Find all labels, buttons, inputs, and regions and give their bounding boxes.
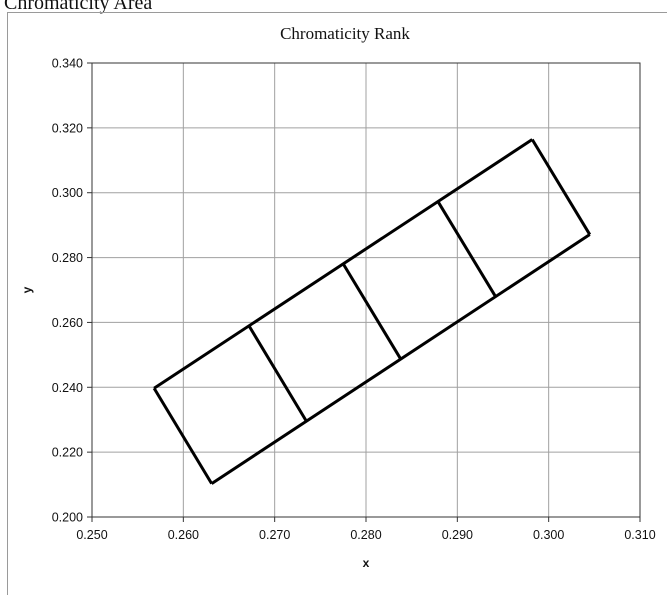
page-heading: Chromaticity Area — [4, 0, 153, 14]
chart-frame — [7, 12, 667, 595]
x-axis-label: x — [363, 556, 370, 570]
x-tick-label: 0.290 — [442, 528, 473, 542]
x-tick-label: 0.250 — [76, 528, 107, 542]
y-tick-label: 0.340 — [52, 57, 83, 71]
rank-segment-2 — [210, 233, 591, 485]
y-axis-label: y — [20, 286, 34, 293]
rank-segment-5 — [247, 325, 308, 423]
y-tick-label: 0.280 — [52, 251, 83, 265]
x-tick-label: 0.270 — [259, 528, 290, 542]
x-tick-label: 0.280 — [350, 528, 381, 542]
grid — [91, 62, 641, 518]
y-tick-label: 0.300 — [52, 186, 83, 200]
rank-lines — [152, 138, 592, 485]
x-tick-label: 0.260 — [168, 528, 199, 542]
chart-title: Chromaticity Rank — [280, 24, 410, 43]
x-tick-label: 0.310 — [624, 528, 655, 542]
x-tick-label: 0.300 — [533, 528, 564, 542]
ticks: 0.250 0.260 0.270 0.280 0.290 0.300 0.310 0.200… — [52, 57, 656, 543]
y-tick-label: 0.220 — [52, 446, 83, 460]
y-tick-label: 0.240 — [52, 381, 83, 395]
rank-segment-6 — [341, 262, 402, 360]
rank-segment-3 — [152, 387, 213, 485]
y-tick-label: 0.320 — [52, 121, 83, 135]
rank-segment-7 — [436, 201, 497, 298]
y-tick-label: 0.200 — [52, 511, 83, 525]
rank-segment-4 — [530, 138, 592, 236]
y-tick-label: 0.260 — [52, 316, 83, 330]
